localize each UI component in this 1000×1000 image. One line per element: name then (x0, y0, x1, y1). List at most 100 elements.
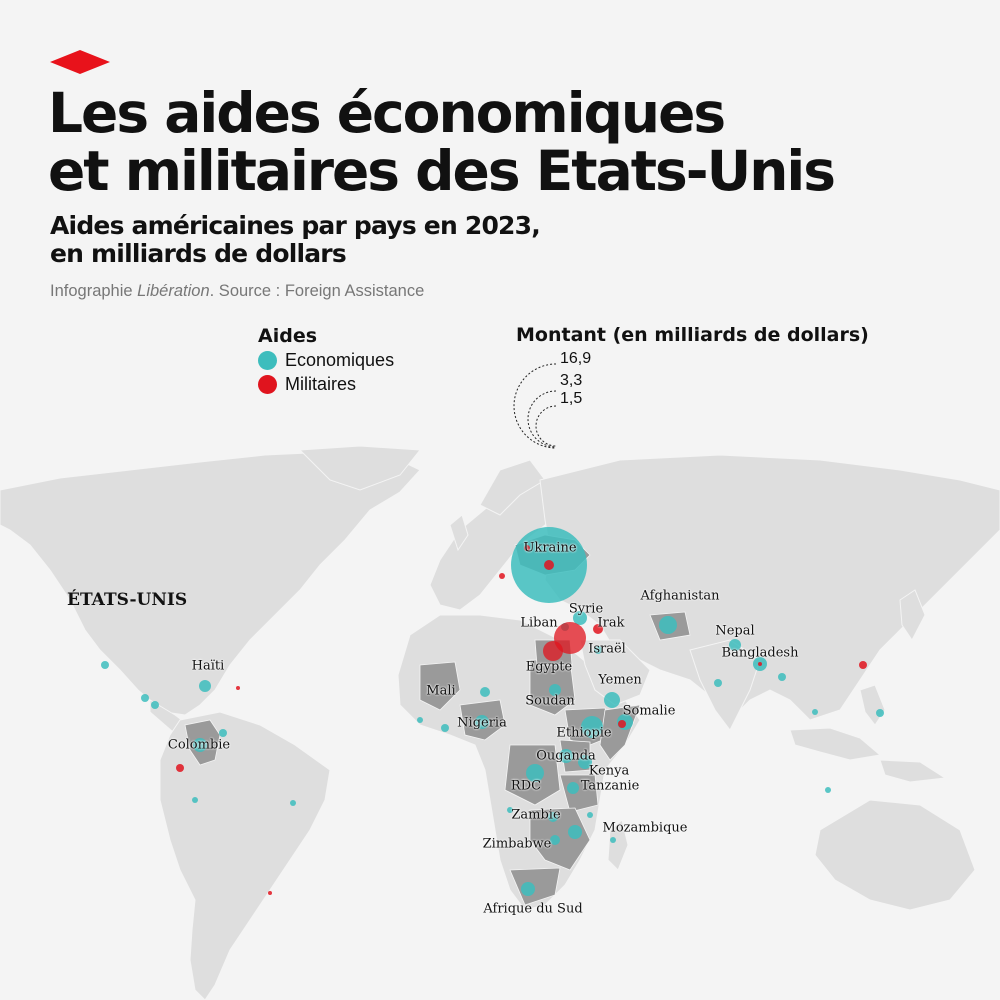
legend-aid-type-title: Aides (258, 325, 318, 347)
label-yemen: Yemen (598, 672, 642, 688)
credit-suffix: . Source : Foreign Assistance (209, 282, 425, 300)
bubble-economic-indonesia (825, 787, 831, 793)
bubble-military-jordan (618, 720, 626, 728)
aid-bubbles (101, 527, 884, 896)
credit-prefix: Infographie (50, 282, 138, 300)
credit-brand: Libération (137, 282, 210, 300)
bubble-economic-yemen (604, 692, 620, 708)
bubble-economic-zimbabwe (550, 835, 560, 845)
title-line-1: Les aides économiques (48, 81, 726, 145)
bubble-economic-colombia (193, 738, 207, 752)
bubble-economic-madagascar (610, 837, 616, 843)
subtitle: Aides américaines par pays en 2023, en m… (50, 212, 750, 268)
bubble-military-colombia (176, 764, 184, 772)
land-philippines (859, 684, 886, 726)
legend-item-military: Militaires (258, 374, 394, 395)
label-zimbabwe: Zimbabwe (482, 836, 552, 852)
page-title: Les aides économiques et militaires des … (48, 84, 968, 200)
land-north-america (0, 451, 421, 716)
label-sudan: Soudan (525, 693, 575, 709)
label-israel: Israël (588, 641, 626, 657)
label-tanzania: Tanzanie (580, 778, 640, 794)
bubble-economic-mali (480, 687, 490, 697)
bubble-economic-honduras (151, 701, 159, 709)
bubble-military-poland (524, 545, 530, 551)
bubble-economic-nigeria (475, 715, 489, 729)
label-south-africa: Afrique du Sud (483, 901, 583, 917)
label-zambia: Zambie (511, 807, 561, 823)
bubble-economic-syria (573, 611, 587, 625)
label-mozambique: Mozambique (602, 820, 688, 836)
size-scale-icon (513, 363, 557, 449)
label-somalia: Somalie (622, 703, 676, 719)
label-colombia: Colombie (167, 737, 231, 753)
bubble-economic-uganda (559, 749, 573, 763)
bubble-economic-ghana (441, 724, 449, 732)
label-kenya: Kenya (588, 763, 630, 779)
legend-amount: Montant (en milliards de dollars) 16,9 3… (513, 324, 869, 449)
credit-line: Infographie Libération. Source : Foreign… (50, 282, 424, 301)
bubble-economic-south-africa (521, 882, 535, 896)
land-southeast-asia-islands (789, 727, 882, 761)
bubble-military-egypt (543, 641, 563, 661)
bubble-economic-india (714, 679, 722, 687)
bubble-economic-guatemala (141, 694, 149, 702)
military-dot-icon (258, 375, 277, 394)
land-greenland (298, 445, 421, 491)
label-ukraine: Ukraine (523, 540, 577, 556)
label-iraq: Irak (597, 615, 625, 631)
bubble-economic-afghanistan (659, 616, 677, 634)
bubble-economic-zambia (548, 812, 558, 822)
size-label-large: 16,9 (560, 350, 592, 367)
bubble-economic-myanmar (778, 673, 786, 681)
bubble-economic-senegal (417, 717, 423, 723)
economic-dot-icon (258, 351, 277, 370)
bubble-military-argentina (268, 891, 272, 895)
country-mali (419, 661, 461, 711)
country-zambia-mozambique (529, 807, 591, 871)
us-label: ÉTATS-UNIS (67, 590, 188, 610)
bubble-economic-venezuela (219, 729, 227, 737)
label-drc: RDC (510, 778, 542, 794)
label-bangladesh: Bangladesh (721, 645, 799, 661)
world-map (0, 445, 1000, 1000)
bubble-military-taiwan (859, 661, 867, 669)
bubble-economic-nepal (729, 639, 741, 651)
bubble-economic-kenya (578, 755, 592, 769)
bubble-military-bangladesh (758, 662, 762, 666)
land-australia (814, 799, 976, 911)
liberation-logo-icon (50, 50, 110, 74)
land-south-america (159, 711, 331, 1000)
bubble-military-romania (499, 573, 505, 579)
bubble-military-iraq (593, 624, 603, 634)
legend-aid-type: Aides Economiques Militaires (258, 325, 394, 395)
land-arabia (579, 639, 651, 706)
bubble-economic-drc (526, 764, 544, 782)
label-egypt: Egypte (525, 659, 573, 675)
label-afghanistan: Afghanistan (640, 588, 720, 604)
legend-item-economic: Economiques (258, 350, 394, 371)
label-lebanon: Liban (520, 615, 558, 631)
bubble-military-haiti (236, 686, 240, 690)
country-south-africa (509, 867, 561, 906)
land-asia (539, 454, 1000, 721)
size-label-medium: 3,3 (560, 372, 583, 389)
label-syria: Syrie (568, 601, 604, 617)
bubble-economic-tanzania (567, 782, 579, 794)
bubble-economic-sudan (549, 684, 561, 696)
bubble-economic-ethiopia (581, 716, 603, 738)
subtitle-line-2: en milliards de dollars (50, 239, 347, 268)
label-haiti: Haïti (191, 658, 225, 674)
bubble-economic-haiti (199, 680, 211, 692)
bubble-economic-mexico (101, 661, 109, 669)
label-uganda: Ouganda (536, 748, 596, 764)
subtitle-line-1: Aides américaines par pays en 2023, (50, 211, 541, 240)
bubble-economic-philippines (876, 709, 884, 717)
land-uk (449, 514, 469, 552)
size-label-small: 1,5 (560, 390, 583, 407)
land-madagascar (607, 819, 629, 871)
legend-item-economic-label: Economiques (285, 350, 395, 370)
label-ethiopia: Ethiopie (556, 725, 612, 741)
label-nepal: Nepal (715, 623, 755, 639)
bubble-economic-mozambique (568, 825, 582, 839)
